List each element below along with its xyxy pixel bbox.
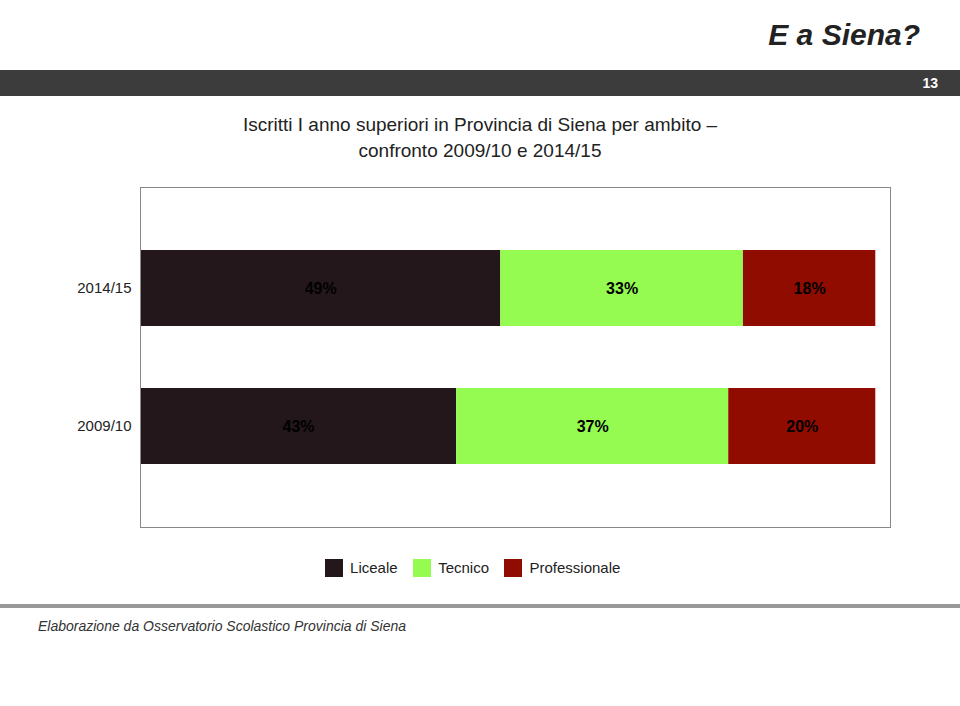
svg-text:37%: 37% bbox=[577, 418, 609, 435]
svg-text:43%: 43% bbox=[283, 418, 315, 435]
svg-text:18%: 18% bbox=[794, 280, 826, 297]
html-text:E a Siena?: E a Siena? bbox=[768, 18, 920, 51]
svg-text:20%: 20% bbox=[786, 418, 818, 435]
html-text:Liceale: Liceale bbox=[350, 559, 398, 577]
svg-text:2009/10: 2009/10 bbox=[77, 418, 131, 435]
svg-text:49%: 49% bbox=[305, 280, 337, 297]
svg-text:2014/15: 2014/15 bbox=[77, 280, 131, 297]
html-text:Professionale: Professionale bbox=[529, 559, 621, 577]
html-text:Elaborazione da Osservatorio S: Elaborazione da Osservatorio Scolastico … bbox=[38, 617, 407, 634]
html-text:Iscritti I anno superiori in P: Iscritti I anno superiori in Provincia d… bbox=[242, 114, 718, 161]
html-text:Tecnico: Tecnico bbox=[438, 559, 489, 577]
html-text:13: 13 bbox=[922, 75, 938, 91]
svg-text:33%: 33% bbox=[606, 280, 638, 297]
